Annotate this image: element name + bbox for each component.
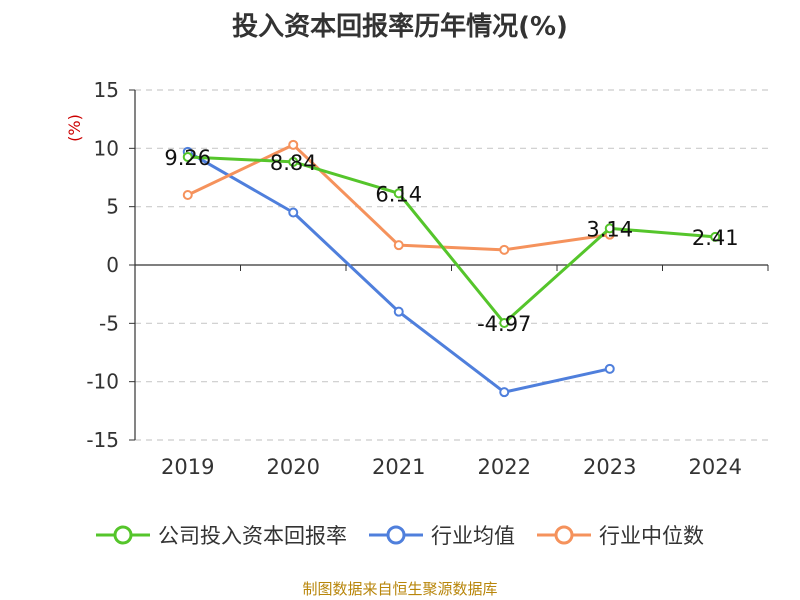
axes: 15 10 5 0 -5 -10 -15 2019 2020 2021 2022 2023 2024 [86, 78, 769, 479]
y-tick-label: 10 [94, 136, 119, 160]
legend-line-marker-company [96, 525, 150, 545]
legend-item-industry-avg[interactable]: 行业均值 [369, 520, 515, 550]
x-tick-label: 2024 [689, 455, 742, 479]
series-point-2 [499, 244, 510, 255]
series-point-0 [393, 188, 404, 199]
data-labels: 9.26 8.84 6.14 -4.97 3.14 2.41 [164, 146, 738, 336]
data-label: 3.14 [586, 217, 633, 241]
legend-label-industry-avg: 行业均值 [431, 524, 515, 548]
y-tick-label: -10 [86, 370, 119, 394]
series-point-2 [182, 190, 193, 200]
series [182, 139, 721, 398]
series-point-1 [288, 207, 299, 218]
chart-title: 投入资本回报率历年情况(%) [232, 12, 568, 42]
data-label: 9.26 [164, 146, 211, 170]
legend-item-industry-median[interactable]: 行业中位数 [537, 520, 704, 550]
series-point-0 [182, 151, 193, 162]
legend-label-company: 公司投入资本回报率 [158, 524, 347, 548]
series-point-0 [288, 156, 299, 167]
x-tick-label: 2022 [478, 455, 531, 479]
legend: 公司投入资本回报率 行业均值 行业中位数 [0, 520, 800, 550]
series-point-1 [499, 387, 510, 398]
legend-item-company[interactable]: 公司投入资本回报率 [96, 520, 347, 550]
series-line-0 [187, 155, 716, 325]
series-point-1 [604, 363, 615, 374]
data-label: 2.41 [692, 226, 739, 250]
legend-line-marker-industry-median [537, 525, 591, 545]
legend-line-marker-industry-avg [369, 525, 423, 545]
data-label: 6.14 [375, 182, 422, 206]
x-tick-label: 2019 [161, 455, 214, 479]
x-tick-label: 2020 [267, 455, 320, 479]
y-tick-label: 15 [94, 78, 119, 102]
legend-label-industry-median: 行业中位数 [599, 524, 704, 548]
series-point-2 [393, 240, 404, 251]
series-point-0 [499, 317, 510, 328]
series-point-0 [604, 223, 615, 234]
source-note: 制图数据来自恒生聚源数据库 [302, 580, 498, 598]
y-unit-label: (%) [65, 114, 84, 142]
series-point-1 [393, 306, 404, 317]
y-tick-label: 5 [106, 195, 119, 219]
x-tick-label: 2021 [372, 455, 425, 479]
data-label: -4.97 [477, 312, 531, 336]
x-tick-label: 2023 [583, 455, 636, 479]
y-tick-label: -15 [86, 428, 119, 452]
y-tick-label: -5 [99, 311, 119, 335]
series-point-0 [710, 231, 721, 242]
y-tick-label: 0 [106, 253, 119, 277]
data-label: 8.84 [270, 151, 317, 175]
series-point-2 [288, 139, 299, 150]
